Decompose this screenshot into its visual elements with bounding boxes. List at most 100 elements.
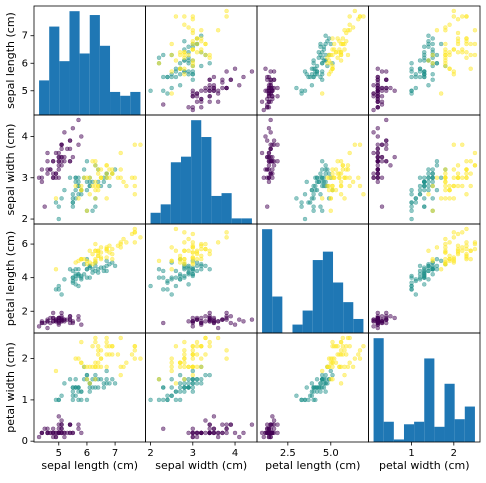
y-tick-label: 3 [22, 173, 28, 184]
point [271, 69, 277, 74]
point [266, 88, 272, 94]
point [319, 158, 325, 164]
point [338, 381, 344, 386]
point [194, 434, 200, 440]
point [177, 277, 183, 282]
point [270, 154, 275, 160]
y-tick-label: 6 [22, 58, 28, 69]
point [468, 158, 473, 164]
point [207, 77, 212, 83]
point [434, 187, 440, 193]
point [264, 204, 270, 209]
point [190, 261, 196, 267]
point [190, 41, 196, 47]
point [70, 320, 76, 326]
point [84, 187, 90, 193]
point [316, 179, 322, 185]
point [173, 389, 179, 394]
point [356, 352, 361, 357]
point [190, 240, 196, 245]
point [338, 58, 344, 63]
point [330, 36, 335, 41]
hist-bar [89, 15, 100, 116]
point [350, 25, 356, 30]
point [468, 248, 473, 254]
point [39, 175, 45, 181]
point [228, 320, 234, 326]
point [375, 150, 381, 156]
hist-bar [272, 296, 283, 333]
point [76, 422, 81, 427]
point [220, 422, 225, 427]
point [264, 74, 270, 80]
point [39, 430, 45, 436]
point [207, 251, 212, 257]
point [160, 74, 166, 80]
point [112, 263, 118, 269]
point [342, 196, 347, 201]
point [443, 187, 448, 193]
point [95, 171, 101, 176]
point [39, 179, 45, 185]
point [62, 130, 67, 135]
point [264, 138, 270, 143]
point [56, 204, 62, 209]
point [70, 275, 76, 280]
point [104, 376, 109, 382]
point [319, 208, 325, 214]
point [177, 272, 183, 277]
point [266, 163, 272, 168]
point [451, 8, 457, 14]
point [438, 91, 444, 96]
point [215, 99, 221, 105]
point [190, 368, 196, 374]
point [335, 352, 340, 357]
point [177, 83, 183, 88]
point [261, 107, 267, 113]
point [56, 397, 62, 403]
point [169, 267, 174, 272]
point [173, 58, 179, 63]
point [472, 41, 478, 47]
point [347, 183, 352, 189]
point [352, 8, 358, 14]
point [203, 418, 208, 423]
point [169, 85, 174, 91]
point [270, 414, 275, 419]
hist-bar [373, 338, 384, 442]
y-tick-label: 4 [22, 273, 28, 284]
point [375, 319, 381, 324]
point [173, 248, 179, 254]
hist-bar [322, 251, 334, 333]
point [443, 256, 448, 262]
point [371, 130, 376, 135]
point [375, 154, 381, 160]
point [228, 314, 234, 319]
point [224, 430, 229, 436]
point [132, 348, 138, 353]
point [464, 175, 469, 181]
hist-bar [333, 282, 344, 333]
point [190, 77, 196, 83]
hist-bar [393, 439, 404, 442]
point [422, 69, 427, 74]
point [422, 273, 427, 279]
point [375, 179, 381, 185]
point [270, 142, 275, 147]
hist-bar [69, 11, 80, 116]
point [90, 158, 95, 164]
point [98, 255, 104, 260]
point [87, 265, 92, 270]
point [211, 88, 217, 94]
point [93, 163, 98, 168]
point [438, 258, 444, 264]
point [224, 69, 229, 74]
point [455, 49, 461, 55]
point [383, 85, 389, 91]
point [352, 142, 358, 147]
point [93, 183, 98, 189]
point [375, 171, 381, 176]
y-tick-label: 4 [22, 131, 28, 142]
point [443, 41, 448, 47]
point [375, 74, 381, 80]
